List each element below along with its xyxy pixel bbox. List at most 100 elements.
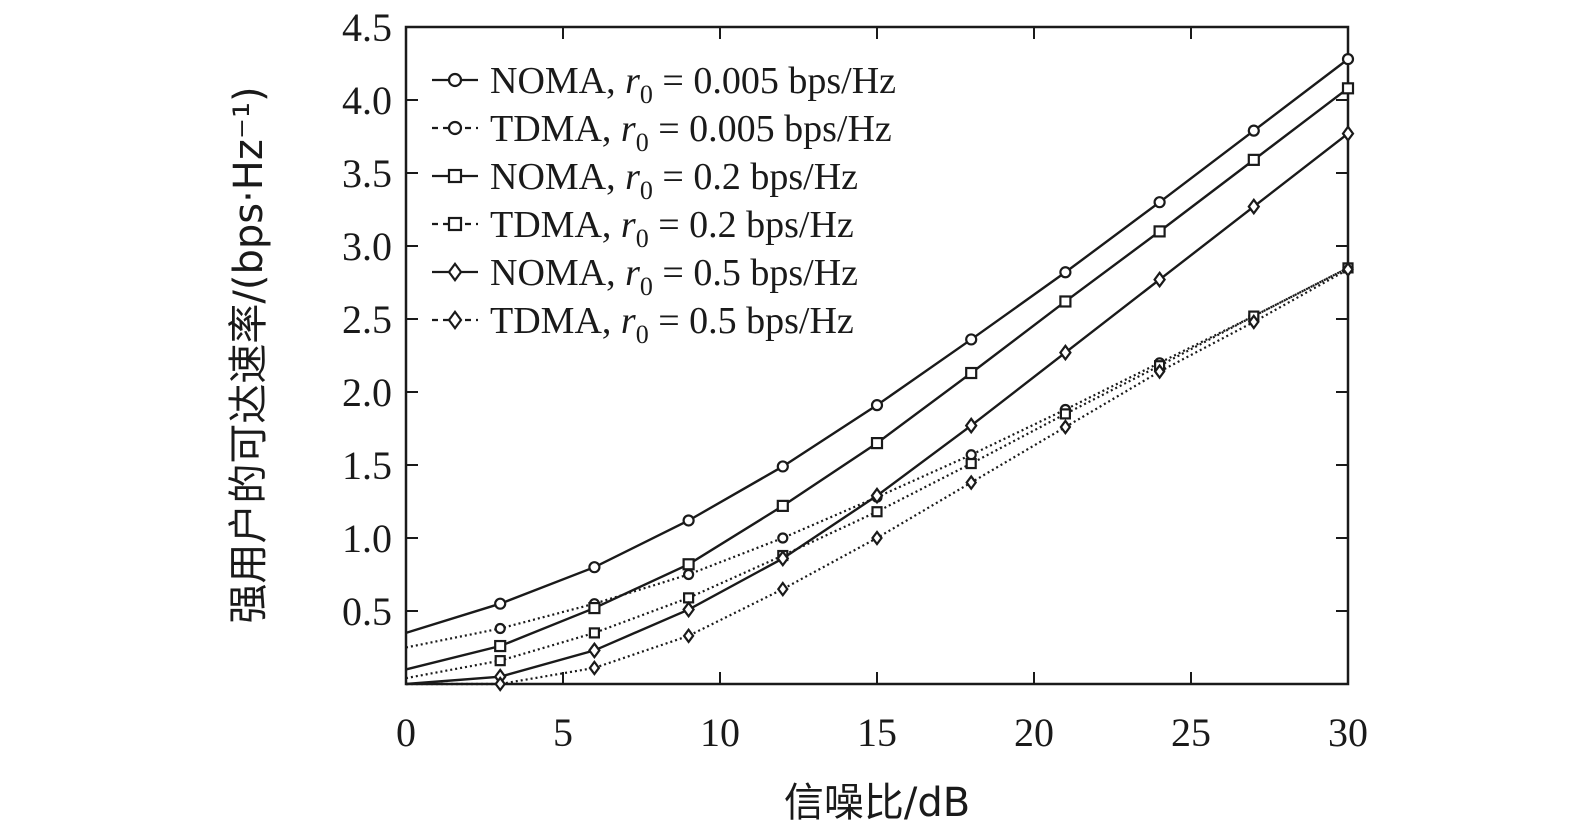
y-tick-label: 3.0 [342, 224, 392, 269]
legend-label-sub: 0 [636, 320, 649, 349]
legend-label-r: r [621, 204, 636, 246]
data-point [1059, 266, 1072, 279]
data-point [776, 499, 789, 512]
legend-label-prefix: TDMA, [490, 204, 621, 246]
legend-label-sub: 0 [640, 176, 653, 205]
y-tick-label: 4.5 [342, 5, 392, 50]
data-point [776, 460, 789, 473]
data-point [494, 622, 506, 635]
data-point [588, 561, 601, 574]
legend-marker [447, 310, 463, 330]
legend-label-prefix: NOMA, [490, 60, 625, 102]
legend-item: NOMA, r0 = 0.5 bps/Hz [432, 252, 858, 301]
legend-label: NOMA, r0 = 0.2 bps/Hz [490, 156, 858, 205]
data-point [1341, 53, 1355, 66]
data-point [682, 558, 695, 571]
legend-item: NOMA, r0 = 0.2 bps/Hz [432, 156, 858, 205]
data-point [1059, 343, 1072, 362]
data-point [870, 437, 884, 450]
data-point [682, 627, 695, 644]
series-1 [405, 53, 1355, 635]
data-point [494, 676, 507, 692]
legend-label-suffix: = 0.5 bps/Hz [649, 300, 854, 342]
y-tick-label: 4.0 [342, 78, 392, 123]
legend-label-r: r [621, 108, 636, 150]
data-point [965, 366, 978, 380]
data-point [1342, 261, 1354, 278]
legend-label-r: r [625, 60, 640, 102]
data-point [588, 641, 601, 660]
data-point [1153, 196, 1166, 209]
data-point [871, 506, 883, 518]
data-point [1247, 313, 1260, 330]
legend-label-sub: 0 [640, 272, 653, 301]
legend-marker [447, 120, 463, 136]
legend-label-r: r [621, 300, 636, 342]
legend-label-prefix: TDMA, [490, 300, 621, 342]
legend-label-r: r [625, 156, 640, 198]
legend-label: TDMA, r0 = 0.005 bps/Hz [490, 108, 892, 157]
data-point [1059, 419, 1072, 435]
legend-label: NOMA, r0 = 0.005 bps/Hz [490, 60, 896, 109]
data-point [965, 457, 977, 470]
data-point [1153, 363, 1166, 380]
data-point [1153, 270, 1166, 289]
data-point [871, 530, 883, 546]
legend-marker [447, 262, 463, 282]
series-layer [405, 53, 1355, 692]
y-tick-label: 1.0 [342, 516, 392, 561]
data-point [964, 416, 978, 435]
data-point [965, 333, 978, 346]
data-point [870, 399, 884, 412]
y-tick-label: 2.5 [342, 297, 392, 342]
data-point [1247, 124, 1260, 137]
legend-label-r: r [625, 252, 640, 294]
x-tick-label: 20 [1014, 710, 1054, 755]
data-point [776, 549, 790, 568]
legend-label: TDMA, r0 = 0.5 bps/Hz [490, 300, 854, 349]
x-tick-label: 25 [1171, 710, 1211, 755]
data-point [1341, 82, 1355, 95]
data-point [965, 449, 977, 461]
data-point [682, 600, 695, 619]
series-3 [405, 82, 1355, 671]
y-tick-label: 0.5 [342, 589, 392, 634]
x-tick-label: 30 [1328, 710, 1368, 755]
x-tick-label: 0 [396, 710, 416, 755]
x-tick-label: 15 [857, 710, 897, 755]
data-point [1247, 197, 1261, 216]
data-point [1059, 295, 1072, 308]
legend-item: NOMA, r0 = 0.005 bps/Hz [432, 60, 896, 109]
data-point [494, 639, 507, 653]
legend-label: NOMA, r0 = 0.5 bps/Hz [490, 252, 858, 301]
legend-label-prefix: TDMA, [490, 108, 621, 150]
data-point [1341, 124, 1355, 143]
axis-ticks: 0 5 10 15 20 25 30 0.5 1.0 1.5 2.0 2.5 3.0 3.5 4.0 4.5 [342, 5, 1368, 755]
legend-label-suffix: = 0.005 bps/Hz [653, 60, 896, 102]
data-point [1153, 225, 1166, 238]
legend-label-suffix: = 0.5 bps/Hz [653, 252, 858, 294]
data-point [588, 660, 601, 676]
legend-label: TDMA, r0 = 0.2 bps/Hz [490, 204, 854, 253]
data-point [1247, 153, 1260, 166]
legend-label-sub: 0 [636, 128, 649, 157]
legend-label-suffix: = 0.005 bps/Hz [649, 108, 892, 150]
x-axis-title: 信噪比/dB [784, 780, 970, 826]
x-tick-label: 5 [553, 710, 573, 755]
series-6 [406, 261, 1354, 692]
data-point [588, 627, 601, 639]
y-tick-label: 1.5 [342, 443, 392, 488]
data-point [776, 581, 789, 598]
legend-label-sub: 0 [636, 224, 649, 253]
data-point [965, 474, 978, 491]
y-axis-title: 强用户的可达速率/(bps·Hz⁻¹) [226, 86, 272, 623]
legend-item: TDMA, r0 = 0.5 bps/Hz [432, 300, 854, 349]
legend-marker [447, 72, 463, 88]
data-point [588, 601, 601, 615]
y-tick-label: 3.5 [342, 151, 392, 196]
legend-label-suffix: = 0.2 bps/Hz [649, 204, 854, 246]
data-point [1059, 408, 1072, 420]
data-point [777, 532, 789, 544]
